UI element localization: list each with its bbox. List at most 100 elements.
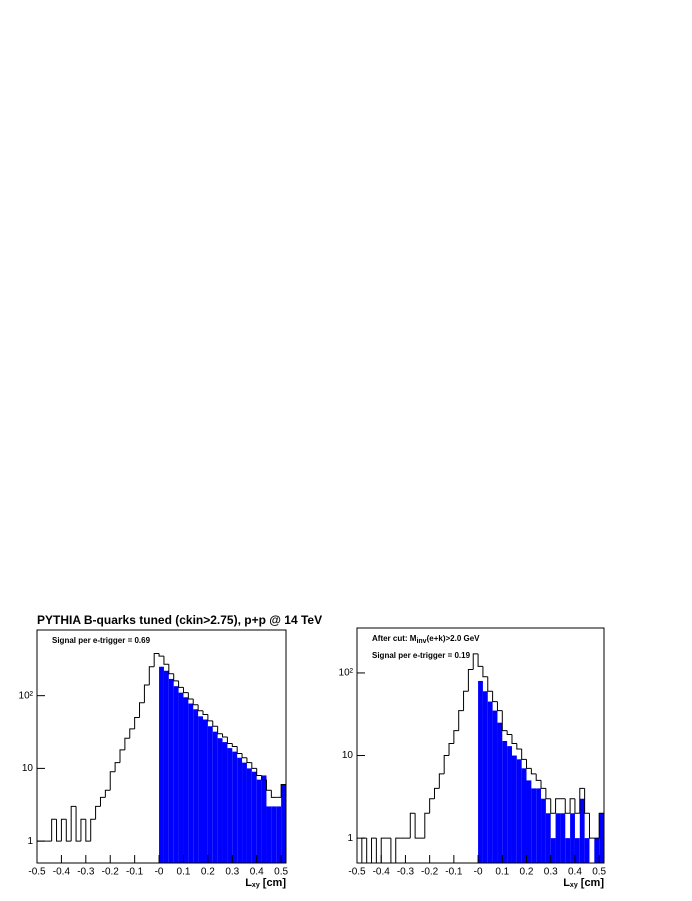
- step: [236, 746, 243, 755]
- step: [226, 737, 233, 744]
- bar: [193, 709, 199, 863]
- bar: [502, 740, 508, 863]
- bar: [482, 691, 488, 863]
- bar: [550, 838, 556, 863]
- bar: [507, 746, 512, 863]
- step: [414, 813, 420, 839]
- step: [438, 773, 445, 789]
- frame: [36, 629, 287, 864]
- x-tick-label: -0.1: [445, 867, 463, 878]
- step: [361, 837, 367, 863]
- step: [477, 653, 483, 667]
- step: [270, 790, 277, 798]
- step: [192, 698, 199, 706]
- step: [158, 653, 164, 657]
- step: [555, 798, 561, 814]
- step: [579, 787, 585, 814]
- bar: [232, 751, 238, 863]
- step: [564, 798, 571, 814]
- bar: [251, 771, 257, 863]
- step: [129, 728, 135, 739]
- bar: [237, 757, 243, 863]
- bar: [599, 813, 604, 863]
- bar: [584, 838, 590, 863]
- x-tick-label: -0: [474, 867, 483, 878]
- bar: [560, 813, 566, 863]
- x-tick-label: 0.1: [177, 867, 191, 878]
- x-tick-label: -0.3: [77, 867, 95, 878]
- step: [143, 684, 150, 703]
- bar: [555, 813, 561, 863]
- step: [521, 748, 527, 760]
- x-tick-label: -0.2: [421, 867, 439, 878]
- step: [202, 710, 208, 716]
- x-tick-label: -0.1: [126, 867, 144, 878]
- step: [380, 837, 387, 863]
- step: [540, 780, 546, 789]
- y-tick-label: 10²: [339, 668, 354, 679]
- step: [530, 768, 537, 775]
- step: [207, 714, 213, 722]
- y-tick-label: 10: [22, 763, 34, 774]
- bar: [168, 678, 174, 863]
- bar: [203, 719, 208, 863]
- step: [163, 656, 169, 665]
- step: [114, 762, 120, 772]
- bar: [574, 838, 580, 863]
- step: [395, 837, 401, 863]
- bar: [511, 755, 517, 863]
- x-axis-label-part: [cm]: [260, 877, 287, 889]
- step: [472, 653, 479, 670]
- bar: [266, 806, 272, 863]
- step: [168, 664, 174, 675]
- bar: [217, 738, 223, 863]
- bar: [594, 838, 600, 863]
- step: [99, 796, 106, 807]
- y-tick-label: 10²: [19, 690, 34, 701]
- step: [90, 818, 96, 842]
- step: [467, 669, 474, 692]
- step: [366, 838, 372, 864]
- x-axis-label: Lxy [cm]: [245, 877, 286, 889]
- step: [390, 838, 396, 864]
- annotation: Signal per e-trigger = 0.19: [372, 651, 471, 660]
- bar: [526, 780, 532, 863]
- step: [409, 812, 416, 839]
- x-tick-label: 0.4: [568, 867, 582, 878]
- x-tick-label: 0.5: [592, 867, 606, 878]
- step: [526, 759, 532, 769]
- step: [265, 779, 272, 791]
- bar: [579, 798, 585, 863]
- bar: [565, 838, 571, 863]
- step: [535, 773, 542, 781]
- step: [134, 717, 140, 729]
- step: [217, 726, 223, 735]
- step: [487, 676, 493, 692]
- bar: [570, 813, 575, 863]
- bar: [188, 703, 194, 863]
- x-tick-label: -0.2: [102, 867, 120, 878]
- bar: [536, 788, 542, 863]
- step: [231, 743, 238, 747]
- step: [280, 784, 286, 798]
- step: [212, 720, 218, 727]
- bar: [178, 692, 184, 863]
- x-axis-label-part: L: [563, 877, 570, 889]
- step: [187, 692, 194, 700]
- step: [448, 742, 454, 756]
- x-tick-label: -0.4: [53, 867, 71, 878]
- step: [65, 819, 72, 842]
- step: [433, 787, 440, 799]
- bar: [207, 726, 213, 863]
- step: [60, 818, 67, 842]
- bar: [497, 722, 503, 863]
- step: [75, 806, 81, 842]
- bar: [516, 759, 522, 863]
- bar: [487, 701, 493, 863]
- x-axis-label-part: xy: [570, 882, 578, 889]
- chart-title: PYTHIA B-quarks tuned (ckin>2.75), p+p @…: [37, 613, 322, 627]
- annotation-part: (e+k)>2.0 GeV: [427, 634, 481, 643]
- step: [458, 710, 464, 731]
- x-tick-label: -0: [155, 867, 164, 878]
